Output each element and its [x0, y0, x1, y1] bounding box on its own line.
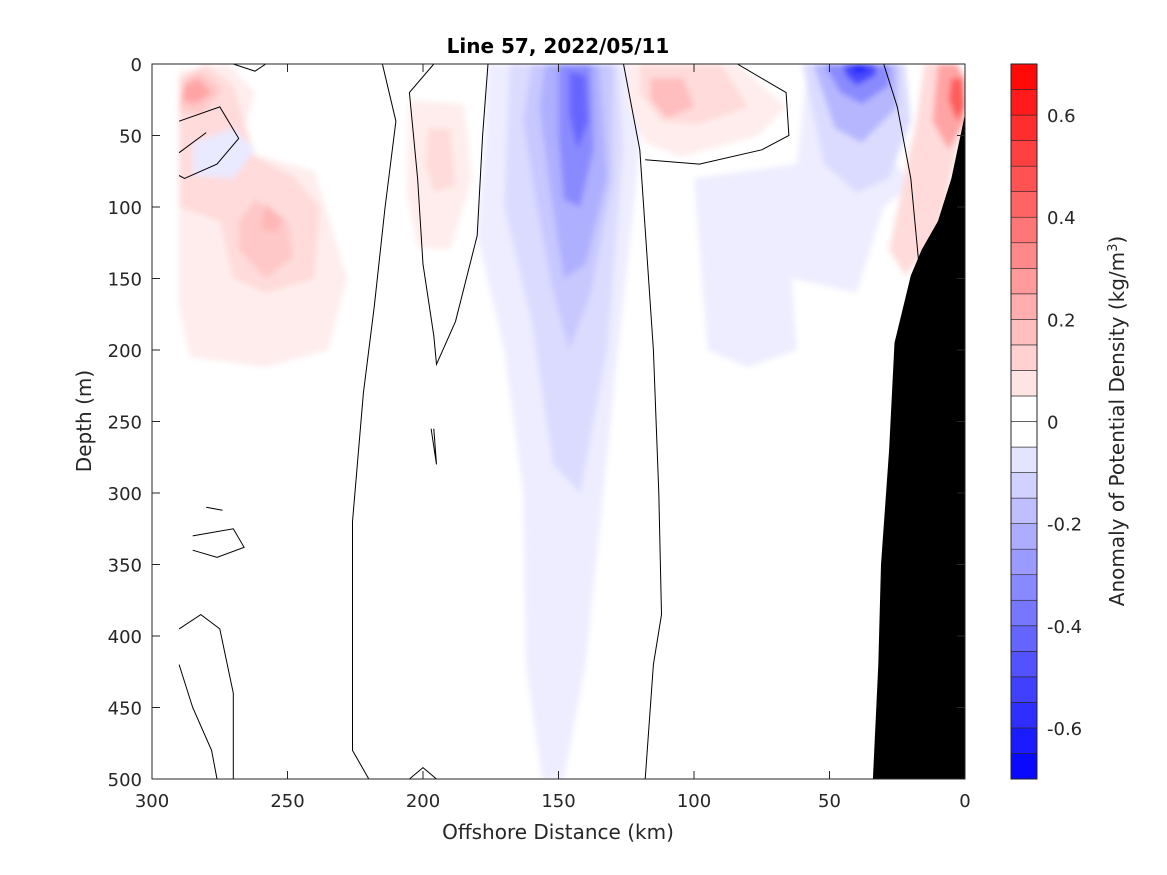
colorbar-swatch	[1010, 395, 1038, 422]
colorbar-swatch	[1010, 63, 1038, 90]
y-tick-label: 200	[108, 341, 142, 362]
x-tick-label: 250	[270, 791, 304, 812]
anomaly-field	[179, 64, 965, 779]
y-tick-label: 0	[131, 55, 142, 76]
x-axis-label: Offshore Distance (km)	[442, 820, 674, 844]
colorbar-swatch	[1010, 293, 1038, 320]
y-tick-label: 50	[119, 127, 142, 148]
colorbar-swatch	[1010, 165, 1038, 192]
colorbar-swatch	[1010, 242, 1038, 269]
colorbar-swatch	[1010, 216, 1038, 244]
colorbar-swatch	[1010, 446, 1038, 473]
y-tick-label: 450	[108, 699, 142, 720]
y-tick-label: 150	[108, 270, 142, 291]
anomaly-patch	[569, 71, 589, 150]
y-tick-label: 300	[108, 484, 142, 505]
y-axis: 0 50 100 150 200 250 300 350 400 450 500	[108, 55, 965, 791]
colorbar-swatch	[1010, 191, 1038, 218]
colorbar-swatch	[1010, 753, 1038, 780]
colorbar-label-sup: 3	[1106, 244, 1121, 252]
zero-contour	[430, 428, 437, 465]
anomaly-patch	[650, 78, 694, 119]
colorbar-tick-label: 0.2	[1047, 310, 1076, 331]
colorbar: 0.6 0.4 0.2 0 -0.2 -0.4 -0.6	[1010, 63, 1082, 780]
x-tick-label: 100	[677, 791, 711, 812]
x-tick-label: 0	[959, 791, 970, 812]
y-tick-label: 250	[108, 413, 142, 434]
colorbar-tick-label: 0.6	[1047, 106, 1076, 127]
zero-contour	[178, 664, 218, 779]
y-tick-label: 100	[108, 198, 142, 219]
anomaly-patch	[260, 204, 283, 233]
colorbar-swatch	[1010, 548, 1038, 576]
x-tick-label: 200	[406, 791, 440, 812]
zero-contour	[178, 613, 234, 779]
y-tick-label: 350	[108, 556, 142, 577]
bathymetry-mask	[872, 114, 965, 779]
colorbar-swatch	[1010, 702, 1038, 729]
anomaly-patch	[425, 128, 456, 193]
zero-contour	[408, 64, 489, 367]
colorbar-tick-label: -0.6	[1047, 719, 1082, 740]
anomaly-patch	[181, 78, 212, 104]
x-tick-label: 50	[818, 791, 841, 812]
colorbar-swatch	[1010, 497, 1038, 524]
anomaly-patch	[192, 128, 255, 179]
colorbar-tick-label: -0.2	[1047, 515, 1082, 536]
zero-contour	[623, 64, 663, 779]
colorbar-swatch	[1010, 472, 1038, 499]
anomaly-patch	[843, 64, 876, 86]
colorbar-label-tail: )	[1105, 236, 1129, 244]
colorbar-swatch	[1010, 599, 1038, 627]
y-tick-label: 500	[108, 770, 142, 791]
colorbar-label-main: Anomaly of Potential Density (kg/m	[1105, 252, 1129, 606]
chart-title: Line 57, 2022/05/11	[447, 34, 670, 58]
colorbar-swatch	[1010, 421, 1038, 448]
colorbar-swatch	[1010, 267, 1038, 295]
zero-contour	[178, 132, 207, 154]
colorbar-swatch	[1010, 140, 1038, 167]
colorbar-swatch	[1010, 676, 1038, 703]
colorbar-swatch	[1010, 370, 1038, 397]
x-tick-label: 300	[135, 791, 169, 812]
colorbar-swatch	[1010, 625, 1038, 652]
colorbar-swatch	[1010, 727, 1038, 754]
colorbar-swatch	[1010, 574, 1038, 601]
x-tick-label: 150	[541, 791, 575, 812]
colorbar-swatch	[1010, 523, 1038, 550]
colorbar-swatch	[1010, 319, 1038, 346]
zero-contour	[178, 106, 240, 179]
colorbar-label: Anomaly of Potential Density (kg/m3)	[1105, 236, 1129, 606]
y-axis-label: Depth (m)	[72, 370, 96, 472]
colorbar-swatch	[1010, 114, 1038, 141]
zero-contour	[192, 528, 245, 558]
zero-contour	[233, 64, 267, 72]
zero-contour	[206, 506, 223, 511]
zero-contour	[645, 64, 790, 165]
colorbar-tick-label: 0.4	[1047, 208, 1076, 229]
plot-area	[152, 64, 965, 779]
zero-contour	[352, 64, 397, 779]
y-tick-label: 400	[108, 627, 142, 648]
anomaly-patch	[851, 64, 868, 73]
anomaly-patch	[948, 78, 965, 122]
colorbar-swatch	[1010, 344, 1038, 371]
x-axis: 300 250 200 150 100 50 0	[135, 64, 971, 812]
colorbar-frame	[1010, 63, 1038, 780]
colorbar-swatch	[1010, 651, 1038, 678]
colorbar-swatch	[1010, 89, 1038, 116]
colorbar-tick-label: -0.4	[1047, 617, 1082, 638]
colorbar-tick-label: 0	[1047, 413, 1058, 434]
zero-contour	[409, 766, 437, 779]
